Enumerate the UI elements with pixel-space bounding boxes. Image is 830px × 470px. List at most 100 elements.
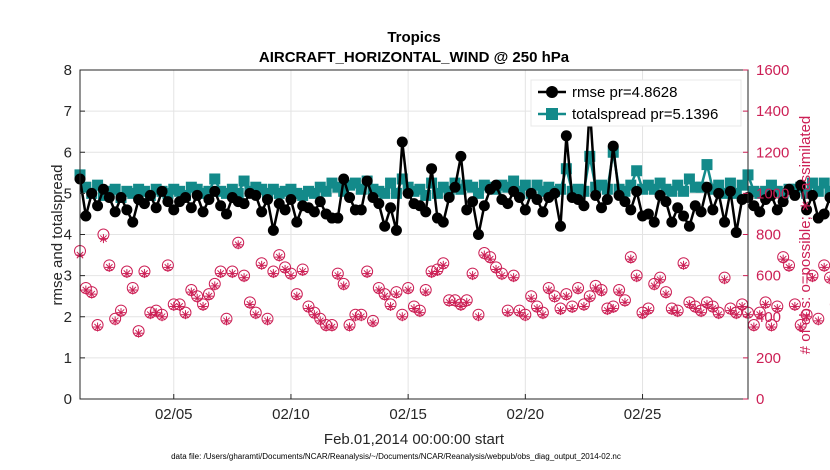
- assimilated-obs-marker: [122, 269, 132, 279]
- assimilated-obs-marker: [386, 301, 396, 311]
- rmse-point: [92, 200, 104, 212]
- rmse-point: [625, 204, 637, 216]
- rmse-point: [824, 191, 830, 203]
- totalspread-point: [238, 175, 250, 187]
- rmse-point: [730, 226, 742, 238]
- totalspread-point: [262, 187, 274, 199]
- totalspread-point: [455, 183, 467, 195]
- rmse-point: [560, 130, 572, 142]
- rmse-point: [215, 200, 227, 212]
- rmse-point: [168, 204, 180, 216]
- rmse-point: [449, 181, 461, 193]
- assimilated-obs-marker: [157, 312, 167, 322]
- rmse-point: [338, 173, 350, 185]
- rmse-point: [789, 189, 801, 201]
- assimilated-obs-marker: [198, 301, 208, 311]
- assimilated-obs-marker: [555, 306, 565, 316]
- assimilated-obs-marker: [180, 310, 190, 320]
- assimilated-obs-marker: [139, 269, 149, 279]
- assimilated-obs-marker: [345, 322, 355, 332]
- rmse-point: [590, 189, 602, 201]
- totalspread-point: [502, 181, 514, 193]
- totalspread-point: [437, 181, 449, 193]
- rmse-point: [267, 224, 279, 236]
- totalspread-point: [513, 185, 525, 197]
- totalspread-point: [760, 185, 772, 197]
- rmse-point: [385, 202, 397, 214]
- totalspread-point: [683, 173, 695, 185]
- assimilated-obs-marker: [573, 285, 583, 295]
- rmse-point: [127, 216, 139, 228]
- totalspread-point: [185, 181, 197, 193]
- axes-layer: [79, 69, 749, 400]
- chart-subtitle: AIRCRAFT_HORIZONTAL_WIND @ 250 hPa: [259, 49, 570, 66]
- assimilated-obs-marker: [725, 306, 735, 316]
- totalspread-point: [730, 187, 742, 199]
- rmse-point: [256, 206, 268, 218]
- rmse-point: [631, 185, 643, 197]
- rmse-point: [519, 204, 531, 216]
- totalspread-point: [150, 183, 162, 195]
- assimilated-obs-marker: [438, 260, 448, 270]
- totalspread-point: [420, 189, 432, 201]
- y-left-tick-label: 3: [64, 268, 72, 285]
- assimilated-obs-marker: [327, 322, 337, 332]
- assimilated-obs-marker: [614, 287, 624, 297]
- totalspread-point: [373, 185, 385, 197]
- assimilated-obs-marker: [175, 301, 185, 311]
- totalspread-point: [109, 183, 121, 195]
- totalspread-point: [560, 163, 572, 175]
- legend-totalspread-label: totalspread pr=5.1396: [572, 106, 718, 123]
- assimilated-obs-marker: [134, 328, 144, 338]
- totalspread-point: [619, 185, 631, 197]
- assimilated-obs-marker: [333, 271, 343, 281]
- assimilated-obs-marker: [216, 269, 226, 279]
- rmse-point: [707, 204, 719, 216]
- rmse-point: [138, 198, 150, 210]
- rmse-point: [695, 206, 707, 218]
- rmse-point: [185, 202, 197, 214]
- totalspread-point: [226, 183, 238, 195]
- assimilated-obs-marker: [221, 316, 231, 326]
- y-left-tick-label: 0: [64, 391, 72, 408]
- assimilated-obs-marker: [796, 322, 806, 332]
- rmse-point: [478, 200, 490, 212]
- assimilated-obs-marker: [550, 293, 560, 303]
- y-left-tick-label: 1: [64, 350, 72, 367]
- y-right-tick-label: 0: [756, 391, 764, 408]
- totalspread-point: [689, 181, 701, 193]
- totalspread-point: [232, 187, 244, 199]
- rmse-point: [765, 189, 777, 201]
- totalspread-point: [162, 187, 174, 199]
- totalspread-point: [303, 185, 315, 197]
- rmse-point: [291, 216, 303, 228]
- assimilated-obs-marker: [684, 299, 694, 309]
- totalspread-point: [355, 183, 367, 195]
- totalspread-point: [379, 187, 391, 199]
- y-right-tick-label: 200: [756, 350, 781, 367]
- chart-title: Tropics: [387, 29, 440, 46]
- assimilated-obs-marker: [790, 301, 800, 311]
- y-left-tick-label: 4: [64, 227, 72, 244]
- assimilated-obs-marker: [368, 318, 378, 328]
- totalspread-point: [297, 189, 309, 201]
- rmse-point: [150, 202, 162, 214]
- rmse-point: [262, 194, 274, 206]
- totalspread-point: [713, 179, 725, 191]
- assimilated-obs-marker: [245, 299, 255, 309]
- series-lines-layer: [74, 101, 830, 240]
- rmse-point: [179, 191, 191, 203]
- assimilated-obs-marker: [456, 301, 466, 311]
- assimilated-obs-marker: [532, 304, 542, 314]
- rmse-point: [771, 204, 783, 216]
- y-right-tick-label: 400: [756, 309, 781, 326]
- rmse-point: [660, 196, 672, 208]
- assimilated-obs-marker: [280, 264, 290, 274]
- rmse-point: [713, 187, 725, 199]
- rmse-point: [97, 183, 109, 195]
- totalspread-point: [496, 179, 508, 191]
- assimilated-obs-marker: [251, 310, 261, 320]
- assimilated-obs-marker: [597, 287, 607, 297]
